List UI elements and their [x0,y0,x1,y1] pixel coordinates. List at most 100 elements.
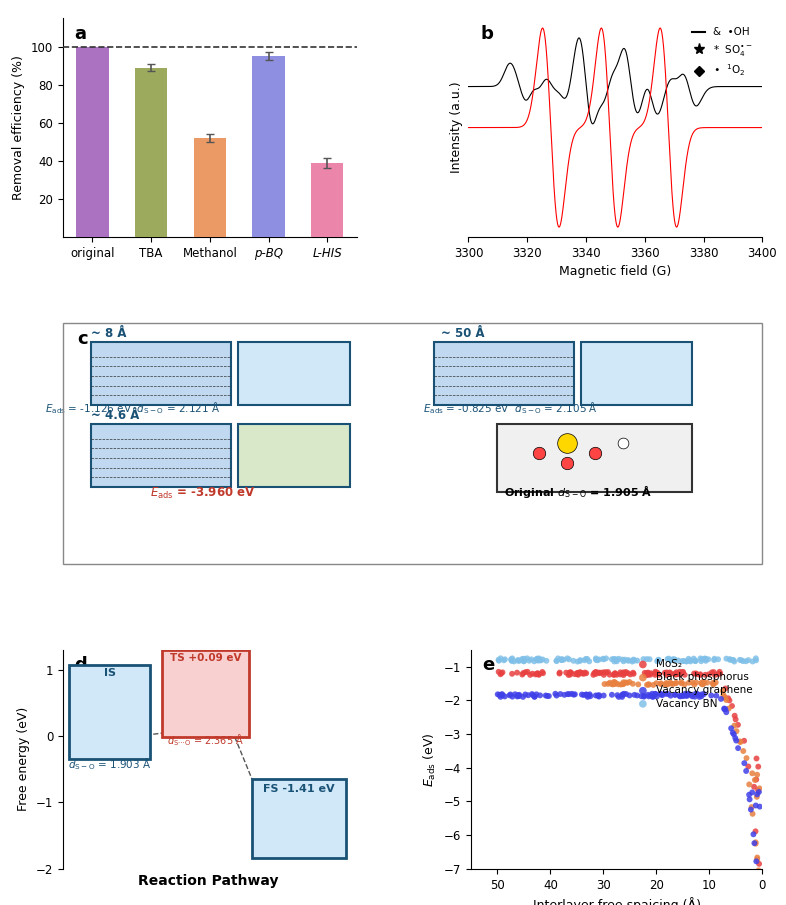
Black phosphorus [690,675,703,690]
MoS₂ [553,666,566,681]
Vacancy graphene [676,688,689,702]
Vacancy graphene [554,687,567,701]
Bar [497,424,692,491]
Bar [91,424,231,487]
Vacancy BN [637,652,650,666]
MoS₂ [517,666,530,681]
MoS₂ [600,665,612,680]
Text: ~ 4.6 Å: ~ 4.6 Å [91,409,139,423]
MoS₂ [494,667,507,681]
MoS₂ [578,665,591,680]
Vacancy BN [699,652,711,666]
Vacancy BN [531,652,544,666]
Vacancy BN [523,653,535,668]
Vacancy graphene [580,688,593,702]
MoS₂ [750,772,762,786]
Vacancy graphene [593,688,605,702]
Vacancy BN [619,653,631,667]
MoS₂ [602,665,615,680]
Bar [91,342,231,405]
Vacancy graphene [682,686,695,700]
Black phosphorus [728,719,740,733]
Vacancy graphene [730,733,743,748]
MoS₂ [689,666,702,681]
Vacancy BN [590,652,602,666]
Vacancy BN [498,653,511,667]
Vacancy graphene [641,688,654,702]
Black phosphorus [607,677,619,691]
Vacancy BN [627,653,640,667]
Vacancy BN [534,653,547,668]
Vacancy graphene [754,885,766,900]
Black phosphorus [683,675,696,690]
Black phosphorus [753,781,766,795]
Vacancy BN [678,653,690,668]
Vacancy BN [578,653,591,668]
Vacancy BN [516,653,529,668]
Vacancy graphene [615,690,628,704]
Vacancy BN [652,653,664,667]
Black phosphorus [745,800,758,814]
Point [616,436,629,451]
Text: FS -1.41 eV: FS -1.41 eV [263,784,335,795]
Vacancy BN [530,652,542,666]
Black phosphorus [752,866,765,881]
MoS₂ [677,665,689,680]
Vacancy BN [696,652,708,666]
MoS₂ [678,668,691,682]
Black phosphorus [697,675,710,690]
MoS₂ [619,666,631,681]
Black phosphorus [621,676,634,691]
Vacancy graphene [568,687,581,701]
Bar [135,68,167,237]
Vacancy BN [724,653,736,667]
Black phosphorus [642,678,655,692]
FancyBboxPatch shape [252,779,346,858]
Vacancy BN [555,652,567,666]
Vacancy graphene [582,690,594,704]
Black phosphorus [655,676,667,691]
Vacancy BN [612,652,625,666]
Vacancy BN [608,654,621,669]
Vacancy graphene [647,690,659,704]
Vacancy BN [492,653,505,667]
Black phosphorus [669,676,681,691]
Vacancy graphene [493,688,505,702]
Vacancy BN [700,653,712,668]
Black phosphorus [660,677,673,691]
MoS₂ [574,665,586,680]
Vacancy graphene [528,690,541,704]
Vacancy graphene [506,690,519,704]
Vacancy graphene [698,687,711,701]
Vacancy BN [681,654,693,669]
Vacancy BN [720,652,733,666]
Vacancy BN [606,652,619,666]
X-axis label: Interlayer free spaicing (Å): Interlayer free spaicing (Å) [533,897,700,905]
Vacancy graphene [504,687,516,701]
Vacancy BN [617,654,630,669]
Vacancy graphene [746,786,758,800]
MoS₂ [753,856,766,871]
Black phosphorus [608,677,621,691]
MoS₂ [709,668,722,682]
MoS₂ [663,665,676,680]
MoS₂ [752,759,765,774]
Black phosphorus [718,690,731,704]
Legend: MoS₂, Black phosphorus, Vacancy graphene, Vacancy BN: MoS₂, Black phosphorus, Vacancy graphene… [628,655,757,713]
Vacancy graphene [695,689,707,703]
Vacancy BN [652,653,665,667]
Black phosphorus [751,767,763,782]
Black phosphorus [604,675,616,690]
Vacancy graphene [747,827,760,842]
MoS₂ [725,699,738,713]
MoS₂ [729,712,742,727]
Vacancy BN [726,653,739,667]
MoS₂ [580,666,593,681]
Black phosphorus [751,853,763,867]
Text: TS +0.09 eV: TS +0.09 eV [170,653,241,662]
MoS₂ [590,665,602,680]
MoS₂ [649,664,662,679]
Vacancy graphene [511,690,523,704]
Vacancy graphene [686,689,699,703]
MoS₂ [747,779,760,794]
